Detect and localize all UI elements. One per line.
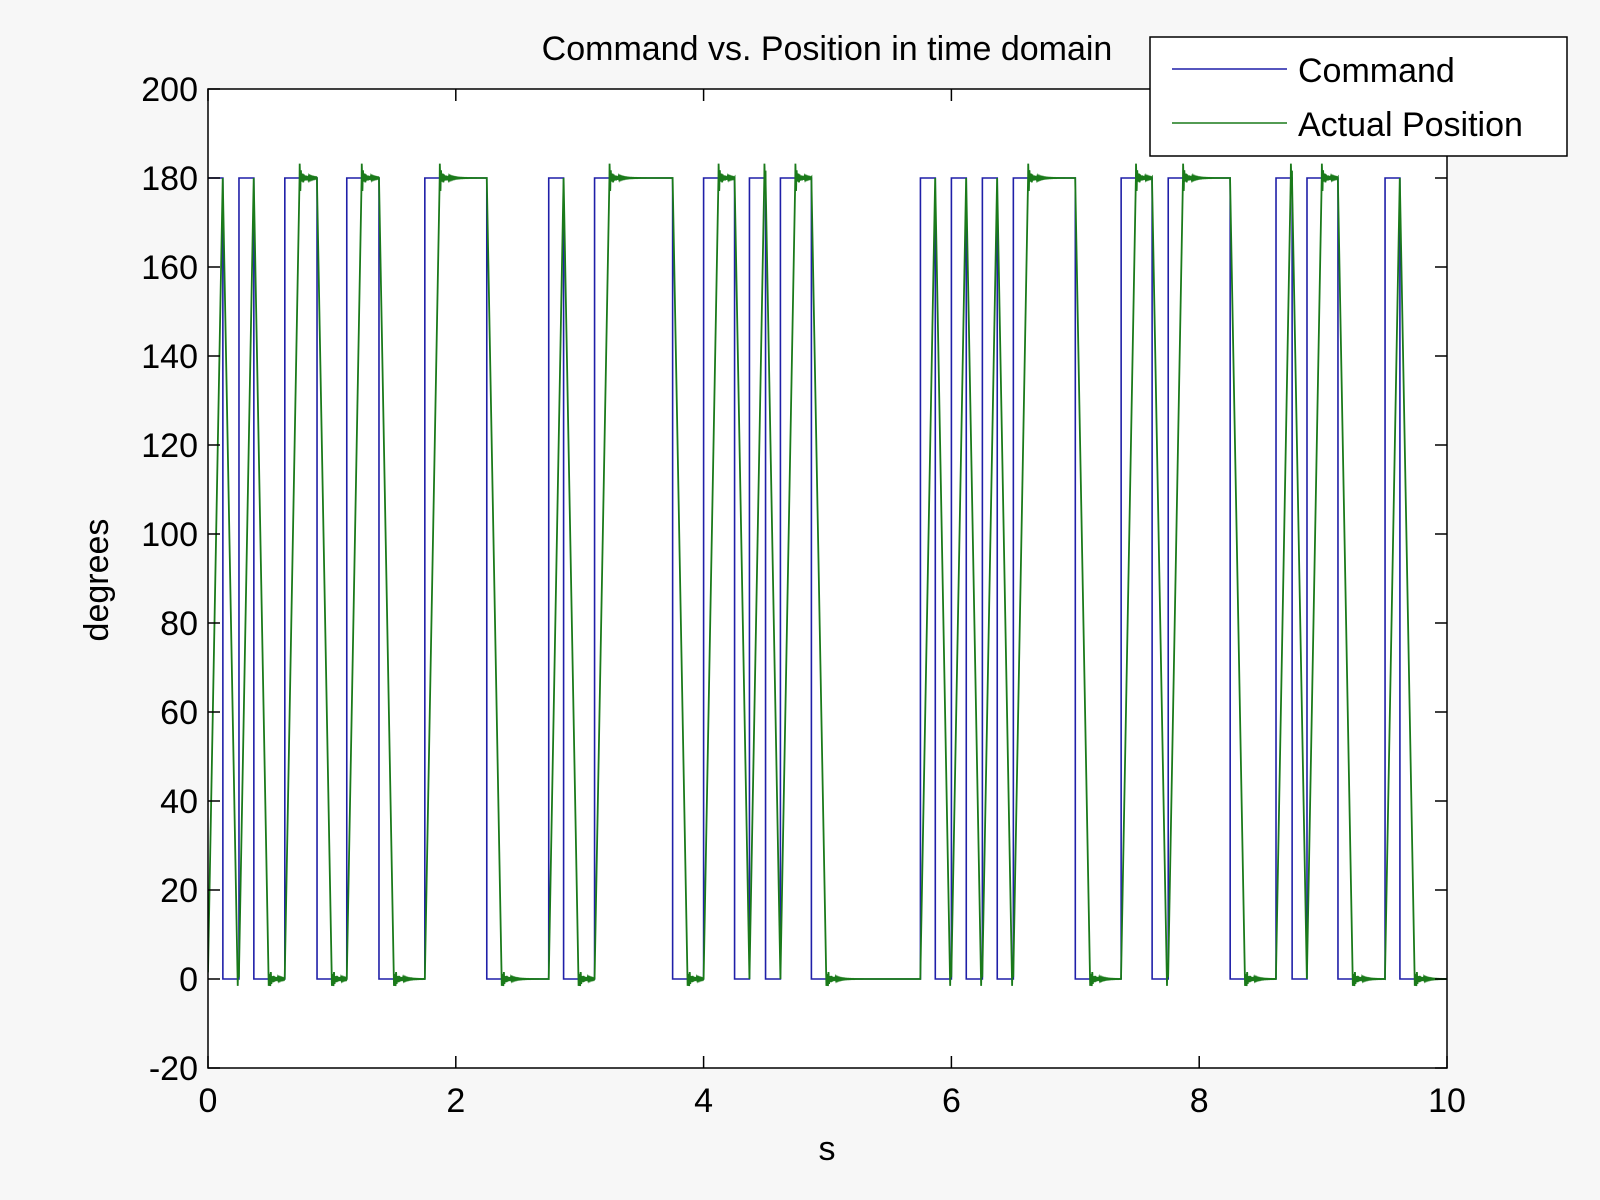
y-tick-label: 0 (179, 961, 198, 999)
legend-label-command: Command (1298, 52, 1455, 90)
chart-title: Command vs. Position in time domain (542, 30, 1113, 68)
legend: Command Actual Position (1149, 36, 1568, 157)
y-tick-label: 200 (141, 71, 198, 109)
series-layer (208, 163, 1447, 987)
y-tick-label: 160 (141, 249, 198, 287)
y-tick-label: 100 (141, 516, 198, 554)
legend-label-actual-position: Actual Position (1298, 106, 1523, 144)
y-tick-label: -20 (149, 1050, 198, 1088)
y-tick-label: 40 (160, 783, 198, 821)
legend-box (1149, 36, 1568, 157)
y-tick-label: 60 (160, 694, 198, 732)
x-tick-label: 6 (942, 1082, 961, 1120)
x-tick-label: 8 (1190, 1082, 1209, 1120)
y-tick-label: 140 (141, 338, 198, 376)
series-actual-position-line (208, 163, 1447, 987)
y-tick-label: 180 (141, 160, 198, 198)
plot-area (208, 89, 1447, 1068)
x-tick-label: 10 (1428, 1082, 1466, 1120)
y-axis-label: degrees (78, 519, 116, 642)
axes-box (207, 88, 1448, 1069)
y-tick-label: 120 (141, 427, 198, 465)
x-tick-label: 0 (199, 1082, 218, 1120)
x-tick-label: 2 (446, 1082, 465, 1120)
y-tick-label: 20 (160, 872, 198, 910)
x-tick-label: 4 (694, 1082, 713, 1120)
y-tick-label: 80 (160, 605, 198, 643)
x-axis-label: s (819, 1130, 836, 1168)
